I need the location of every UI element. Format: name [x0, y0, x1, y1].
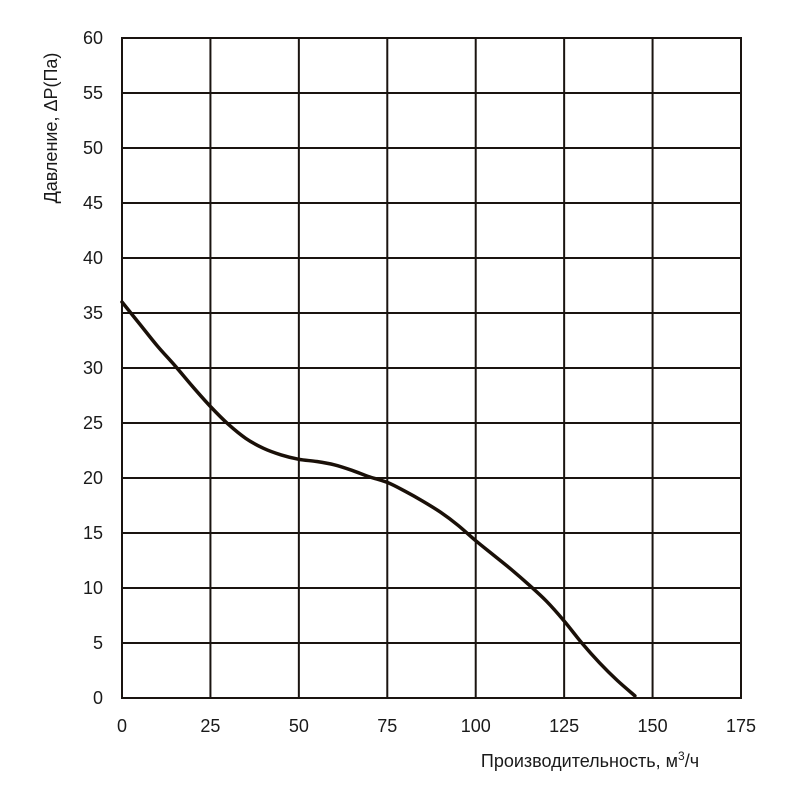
y-tick-label: 0: [93, 688, 103, 708]
y-tick-label: 20: [83, 468, 103, 488]
y-tick-label: 55: [83, 83, 103, 103]
x-tick-label: 75: [377, 716, 397, 736]
series-line: [120, 300, 637, 698]
series-group: [120, 300, 637, 698]
y-tick-label: 30: [83, 358, 103, 378]
grid: [121, 37, 742, 699]
x-tick-label: 125: [549, 716, 579, 736]
y-tick-labels: 0 5 10 15 20 25 30 35 40 45 50 55 60: [83, 28, 103, 708]
x-tick-label: 0: [117, 716, 127, 736]
x-tick-labels: 0 25 50 75 100 125 150 175: [117, 716, 756, 736]
y-tick-label: 40: [83, 248, 103, 268]
x-tick-label: 50: [289, 716, 309, 736]
y-tick-label: 60: [83, 28, 103, 48]
y-tick-label: 10: [83, 578, 103, 598]
y-tick-label: 25: [83, 413, 103, 433]
y-axis-title: Давление, ΔP(Па): [41, 53, 61, 204]
x-axis-title: Производительность, м3/ч: [481, 749, 699, 771]
y-tick-label: 35: [83, 303, 103, 323]
x-tick-label: 175: [726, 716, 756, 736]
x-tick-label: 150: [638, 716, 668, 736]
y-tick-label: 50: [83, 138, 103, 158]
x-tick-label: 25: [200, 716, 220, 736]
y-tick-label: 45: [83, 193, 103, 213]
y-tick-label: 5: [93, 633, 103, 653]
plot-frame: [121, 37, 742, 699]
x-tick-label: 100: [461, 716, 491, 736]
y-tick-label: 15: [83, 523, 103, 543]
